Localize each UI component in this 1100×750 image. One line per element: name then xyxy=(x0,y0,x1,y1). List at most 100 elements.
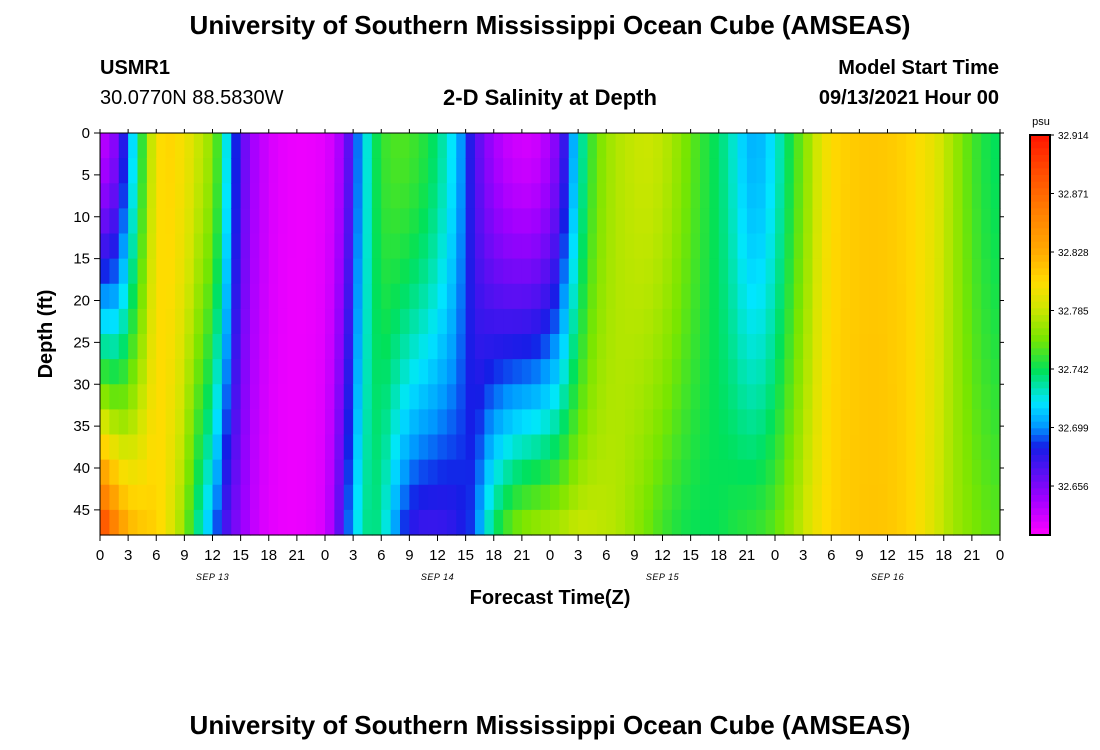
heatmap-cell xyxy=(859,208,870,235)
heatmap-cell xyxy=(793,334,804,360)
heatmap-cell xyxy=(512,409,523,436)
x-tick-label: 0 xyxy=(771,547,779,564)
y-tick-label: 0 xyxy=(82,125,90,142)
colorbar-swatch xyxy=(1030,201,1050,209)
heatmap-cell xyxy=(512,484,523,511)
heatmap-cell xyxy=(784,208,795,235)
heatmap-cell xyxy=(306,158,317,184)
heatmap-cell xyxy=(503,208,514,235)
heatmap-cell xyxy=(268,409,279,436)
x-tick-label: 18 xyxy=(935,547,952,564)
heatmap-cell xyxy=(184,509,195,536)
heatmap-cell xyxy=(221,308,232,335)
heatmap-cell xyxy=(146,158,157,184)
heatmap-cell xyxy=(906,258,917,285)
heatmap-cell xyxy=(306,359,317,385)
colorbar-swatch xyxy=(1030,301,1050,309)
colorbar-swatch xyxy=(1030,235,1050,243)
heatmap-cell xyxy=(653,308,664,335)
heatmap-cell xyxy=(887,308,898,335)
heatmap-cell xyxy=(681,158,692,184)
heatmap-cell xyxy=(512,308,523,335)
x-tick-label: 12 xyxy=(654,547,671,564)
colorbar-swatch xyxy=(1030,155,1050,163)
heatmap-cell xyxy=(709,359,720,385)
heatmap-cell xyxy=(165,484,176,511)
heatmap-cell xyxy=(353,308,364,335)
heatmap-cell xyxy=(278,133,289,159)
heatmap-cell xyxy=(146,359,157,385)
heatmap-cell xyxy=(728,409,739,436)
heatmap-cell xyxy=(981,434,992,461)
heatmap-cell xyxy=(362,359,373,385)
heatmap-cell xyxy=(868,484,879,511)
heatmap-cell xyxy=(446,409,457,436)
heatmap-cell xyxy=(868,509,879,536)
x-tick-label: 6 xyxy=(827,547,835,564)
heatmap-cell xyxy=(100,359,110,385)
heatmap-cell xyxy=(334,283,345,310)
heatmap-cell xyxy=(493,183,504,209)
heatmap-cell xyxy=(878,509,889,536)
heatmap-cell xyxy=(371,509,382,536)
colorbar-swatch xyxy=(1030,188,1050,196)
heatmap-cell xyxy=(146,308,157,335)
x-tick-label: 18 xyxy=(485,547,502,564)
heatmap-cell xyxy=(756,308,767,335)
heatmap-cell xyxy=(221,334,232,360)
heatmap-cell xyxy=(859,334,870,360)
heatmap-cell xyxy=(146,334,157,360)
heatmap-cell xyxy=(643,183,654,209)
heatmap-cell xyxy=(550,283,560,310)
heatmap-cell xyxy=(531,434,542,461)
heatmap-cell xyxy=(934,409,945,436)
heatmap-cell xyxy=(653,334,664,360)
heatmap-cell xyxy=(925,133,935,159)
heatmap-cell xyxy=(690,208,701,235)
heatmap-cell xyxy=(784,434,795,461)
heatmap-cell xyxy=(784,359,795,385)
heatmap-cell xyxy=(287,434,298,461)
heatmap-cell xyxy=(559,359,570,385)
heatmap-cell xyxy=(981,233,992,260)
heatmap-cell xyxy=(690,233,701,260)
heatmap-cell xyxy=(334,409,345,436)
heatmap-cell xyxy=(278,208,289,235)
heatmap-cell xyxy=(981,459,992,486)
heatmap-cell xyxy=(371,409,382,436)
heatmap-cell xyxy=(268,133,279,159)
heatmap-cell xyxy=(221,233,232,260)
heatmap-cell xyxy=(475,459,485,486)
heatmap-cell xyxy=(231,308,242,335)
heatmap-cell xyxy=(465,308,476,335)
colorbar-label: 32.656 xyxy=(1058,482,1089,493)
heatmap-cell xyxy=(962,233,973,260)
heatmap-cell xyxy=(390,233,401,260)
heatmap-cell xyxy=(756,384,767,410)
heatmap-cell xyxy=(306,258,317,285)
heatmap-cell xyxy=(662,283,673,310)
heatmap-cell xyxy=(100,308,110,335)
heatmap-cell xyxy=(475,158,485,184)
heatmap-cell xyxy=(550,459,560,486)
heatmap-cell xyxy=(690,484,701,511)
heatmap-cell xyxy=(400,308,410,335)
heatmap-cell xyxy=(990,208,1001,235)
heatmap-cell xyxy=(428,208,439,235)
heatmap-cell xyxy=(709,308,720,335)
heatmap-cell xyxy=(428,384,439,410)
heatmap-cell xyxy=(296,459,307,486)
heatmap-cell xyxy=(503,484,514,511)
heatmap-cell xyxy=(662,459,673,486)
heatmap-cell xyxy=(240,484,251,511)
heatmap-cell xyxy=(821,233,832,260)
heatmap-cell xyxy=(175,409,185,436)
heatmap-cell xyxy=(718,158,729,184)
heatmap-cell xyxy=(381,308,392,335)
heatmap-cell xyxy=(709,208,720,235)
heatmap-cell xyxy=(690,334,701,360)
heatmap-cell xyxy=(690,509,701,536)
heatmap-cell xyxy=(700,434,710,461)
heatmap-cell xyxy=(203,208,214,235)
heatmap-cell xyxy=(681,308,692,335)
